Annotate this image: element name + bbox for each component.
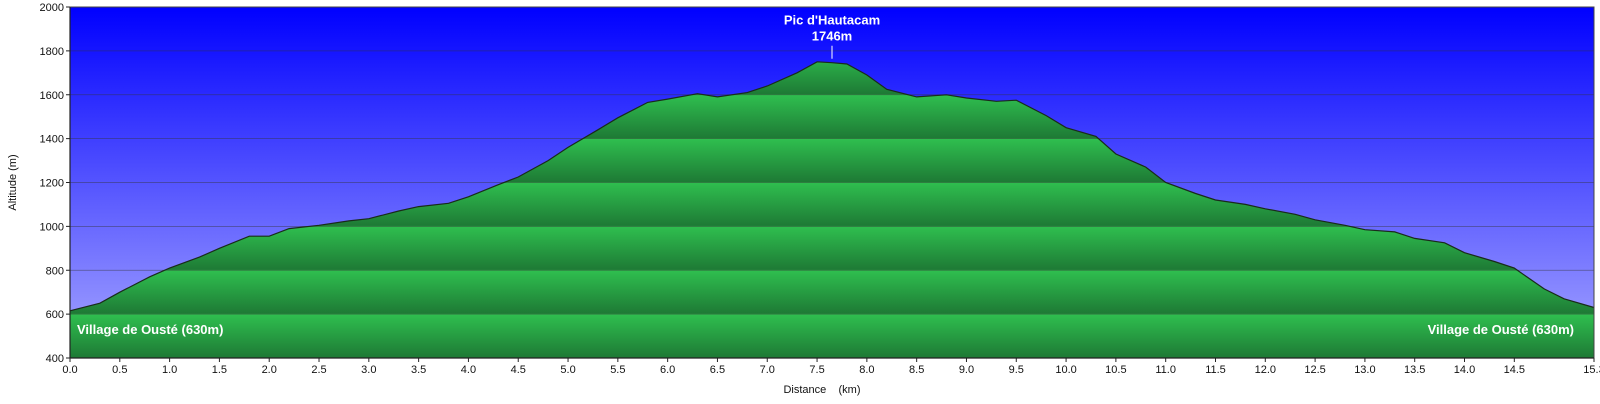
y-tick-label: 1800 (40, 46, 64, 58)
x-tick-label: 11.5 (1205, 364, 1226, 376)
x-tick-label: 1.0 (162, 364, 177, 376)
peak-name-label: Pic d'Hautacam (784, 13, 880, 28)
x-tick-label: 2.5 (311, 364, 326, 376)
x-axis-title: Distance (km) (783, 384, 860, 396)
x-tick-label: 6.5 (710, 364, 725, 376)
x-tick-label: 10.0 (1055, 364, 1076, 376)
x-tick-label: 1.5 (212, 364, 227, 376)
y-tick-label: 400 (46, 353, 64, 365)
y-tick-label: 1000 (40, 221, 64, 233)
x-tick-label: 13.0 (1354, 364, 1375, 376)
x-tick-label: 9.0 (959, 364, 974, 376)
x-tick-label: 0.0 (62, 364, 77, 376)
end-village-label: Village de Ousté (630m) (1428, 322, 1574, 337)
x-tick-label: 4.0 (461, 364, 476, 376)
y-tick-label: 1200 (40, 178, 64, 190)
x-tick-label: 3.5 (411, 364, 426, 376)
x-tick-label: 8.0 (859, 364, 874, 376)
elevation-shading (70, 50, 1594, 315)
y-axis: 400 600 800 1000 1200 1400 1600 1800 2000 (40, 2, 71, 365)
x-tick-label: 5.0 (560, 364, 575, 376)
peak-altitude-label: 1746m (812, 29, 852, 44)
y-tick-label: 800 (46, 265, 64, 277)
x-tick-label: 11.0 (1155, 364, 1176, 376)
elevation-area (70, 61, 1594, 359)
x-tick-label: 7.0 (760, 364, 775, 376)
x-tick-label: 13.5 (1404, 364, 1425, 376)
x-tick-label: 14.5 (1504, 364, 1525, 376)
x-tick-label: 14.0 (1454, 364, 1475, 376)
x-tick-label: 2.0 (262, 364, 277, 376)
x-tick-label: 10.5 (1105, 364, 1126, 376)
x-tick-label: 7.5 (809, 364, 824, 376)
x-tick-label: 12.5 (1304, 364, 1325, 376)
x-tick-label: 6.0 (660, 364, 675, 376)
y-tick-label: 1600 (40, 90, 64, 102)
x-tick-label: 15.3 (1583, 364, 1600, 376)
x-tick-label: 9.5 (1009, 364, 1024, 376)
x-axis: 0.0 0.5 1.0 1.5 2.0 2.5 3.0 3.5 4.0 4.5 5.0 5.5 6.0 6… (62, 357, 1600, 376)
y-tick-label: 2000 (40, 2, 64, 14)
x-tick-label: 12.0 (1255, 364, 1276, 376)
y-tick-label: 600 (46, 309, 64, 321)
y-tick-label: 1400 (40, 134, 64, 146)
start-village-label: Village de Ousté (630m) (77, 322, 223, 337)
x-tick-label: 4.5 (511, 364, 526, 376)
x-tick-label: 3.0 (361, 364, 376, 376)
x-tick-label: 5.5 (610, 364, 625, 376)
x-tick-label: 8.5 (909, 364, 924, 376)
x-tick-label: 0.5 (112, 364, 127, 376)
y-axis-title: Altitude (m) (7, 154, 19, 210)
elevation-outline (69, 61, 1595, 312)
